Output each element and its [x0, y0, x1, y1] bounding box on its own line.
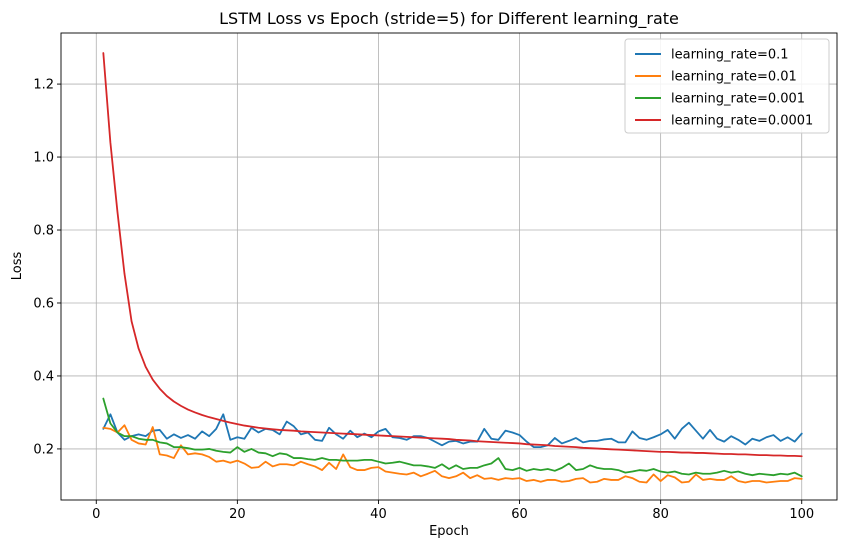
legend-label: learning_rate=0.0001 — [671, 114, 813, 129]
legend-label: learning_rate=0.1 — [671, 48, 789, 63]
y-tick-label: 0.8 — [33, 224, 54, 239]
axis-ticks: 0 20 40 60 80 100 0.2 0.4 0.6 0.8 1.0 1.2 — [33, 78, 814, 522]
x-tick-label: 40 — [370, 507, 387, 522]
y-tick-label: 1.2 — [33, 78, 54, 93]
plot-frame — [60, 32, 838, 501]
legend-label: learning_rate=0.01 — [671, 70, 797, 85]
series-line-2 — [102, 424, 803, 484]
chart-title: LSTM Loss vs Epoch (stride=5) for Differ… — [219, 9, 679, 29]
series-line-4 — [102, 52, 803, 458]
x-tick-label: 100 — [789, 507, 814, 522]
y-axis-label: Loss — [10, 252, 25, 281]
x-tick-label: 20 — [229, 507, 246, 522]
y-tick-label: 1.0 — [33, 151, 54, 166]
legend-label: learning_rate=0.001 — [671, 92, 805, 107]
x-tick-label: 80 — [652, 507, 669, 522]
series-line-3 — [102, 397, 803, 478]
x-axis-label: Epoch — [429, 524, 469, 539]
x-tick-label: 60 — [511, 507, 528, 522]
y-tick-label: 0.4 — [33, 369, 54, 384]
grid — [61, 33, 837, 500]
legend-box — [624, 38, 830, 134]
series-lines — [102, 52, 803, 484]
y-tick-label: 0.2 — [33, 442, 54, 457]
legend: learning_rate=0.1 learning_rate=0.01learn… — [624, 38, 830, 134]
y-tick-label: 0.6 — [33, 296, 54, 311]
series-line-1 — [102, 413, 803, 449]
x-tick-label: 0 — [92, 507, 100, 522]
